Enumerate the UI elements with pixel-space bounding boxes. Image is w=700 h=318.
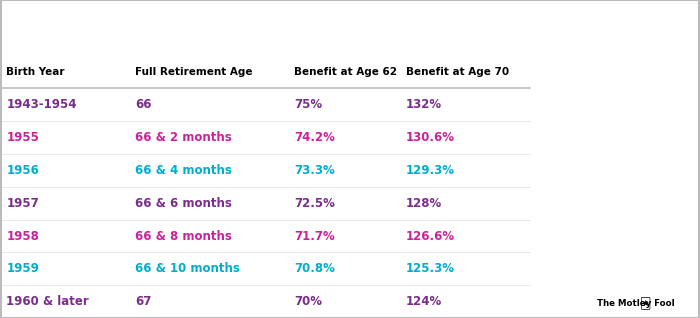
Text: 72.5%: 72.5% [295,197,335,210]
Text: 128%: 128% [406,197,442,210]
Text: 73.3%: 73.3% [295,164,335,177]
Text: Social Security Full Retirement Age: Social Security Full Retirement Age [78,18,453,37]
Text: 71.7%: 71.7% [295,230,335,243]
Text: Benefit at Age 70: Benefit at Age 70 [406,67,509,77]
Text: 66 & 8 months: 66 & 8 months [135,230,232,243]
Text: 66 & 2 months: 66 & 2 months [135,131,232,144]
Text: claim Social Security: claim Social Security [542,199,653,208]
Text: Benefit at Age 62: Benefit at Age 62 [295,67,398,77]
Text: 66 & 10 months: 66 & 10 months [135,262,240,275]
Text: PIA.: PIA. [542,271,564,280]
Text: 70.8%: 70.8% [295,262,335,275]
Text: 66 & 6 months: 66 & 6 months [135,197,232,210]
Text: before full retirement: before full retirement [542,102,659,111]
Text: 1958: 1958 [6,230,39,243]
Text: 66 & 4 months: 66 & 4 months [135,164,232,177]
Text: 125.3%: 125.3% [406,262,455,275]
Text: 1956: 1956 [6,164,39,177]
Text: after full retirement: after full retirement [542,217,650,226]
Text: 126.6%: 126.6% [406,230,455,243]
Text: 100% of their PIA.: 100% of their PIA. [542,137,639,147]
Text: 1959: 1959 [6,262,39,275]
Text: 66: 66 [135,98,152,111]
Text: 129.3%: 129.3% [406,164,455,177]
Text: age receive less than: age receive less than [542,120,656,129]
Text: The Motley Fool: The Motley Fool [597,299,675,308]
Text: 1955: 1955 [6,131,39,144]
Text: 70%: 70% [295,295,323,308]
Text: Full Retirement Age: Full Retirement Age [135,67,253,77]
Text: Birth Year: Birth Year [6,67,65,77]
Text: 132%: 132% [406,98,442,111]
Text: 1943-1954: 1943-1954 [6,98,77,111]
Text: 74.2%: 74.2% [295,131,335,144]
Text: age receive more: age receive more [542,235,635,244]
Text: Retired workers that: Retired workers that [542,182,654,190]
Text: 🃏: 🃏 [640,296,652,309]
Text: 130.6%: 130.6% [406,131,455,144]
Text: 1957: 1957 [6,197,39,210]
Text: than 100% of their: than 100% of their [542,253,642,262]
Text: 75%: 75% [295,98,323,111]
Text: 67: 67 [135,295,152,308]
Text: Retired workers that: Retired workers that [542,66,654,75]
Text: 124%: 124% [406,295,442,308]
Text: 1960 & later: 1960 & later [6,295,89,308]
Text: claim Social Security: claim Social Security [542,84,653,93]
